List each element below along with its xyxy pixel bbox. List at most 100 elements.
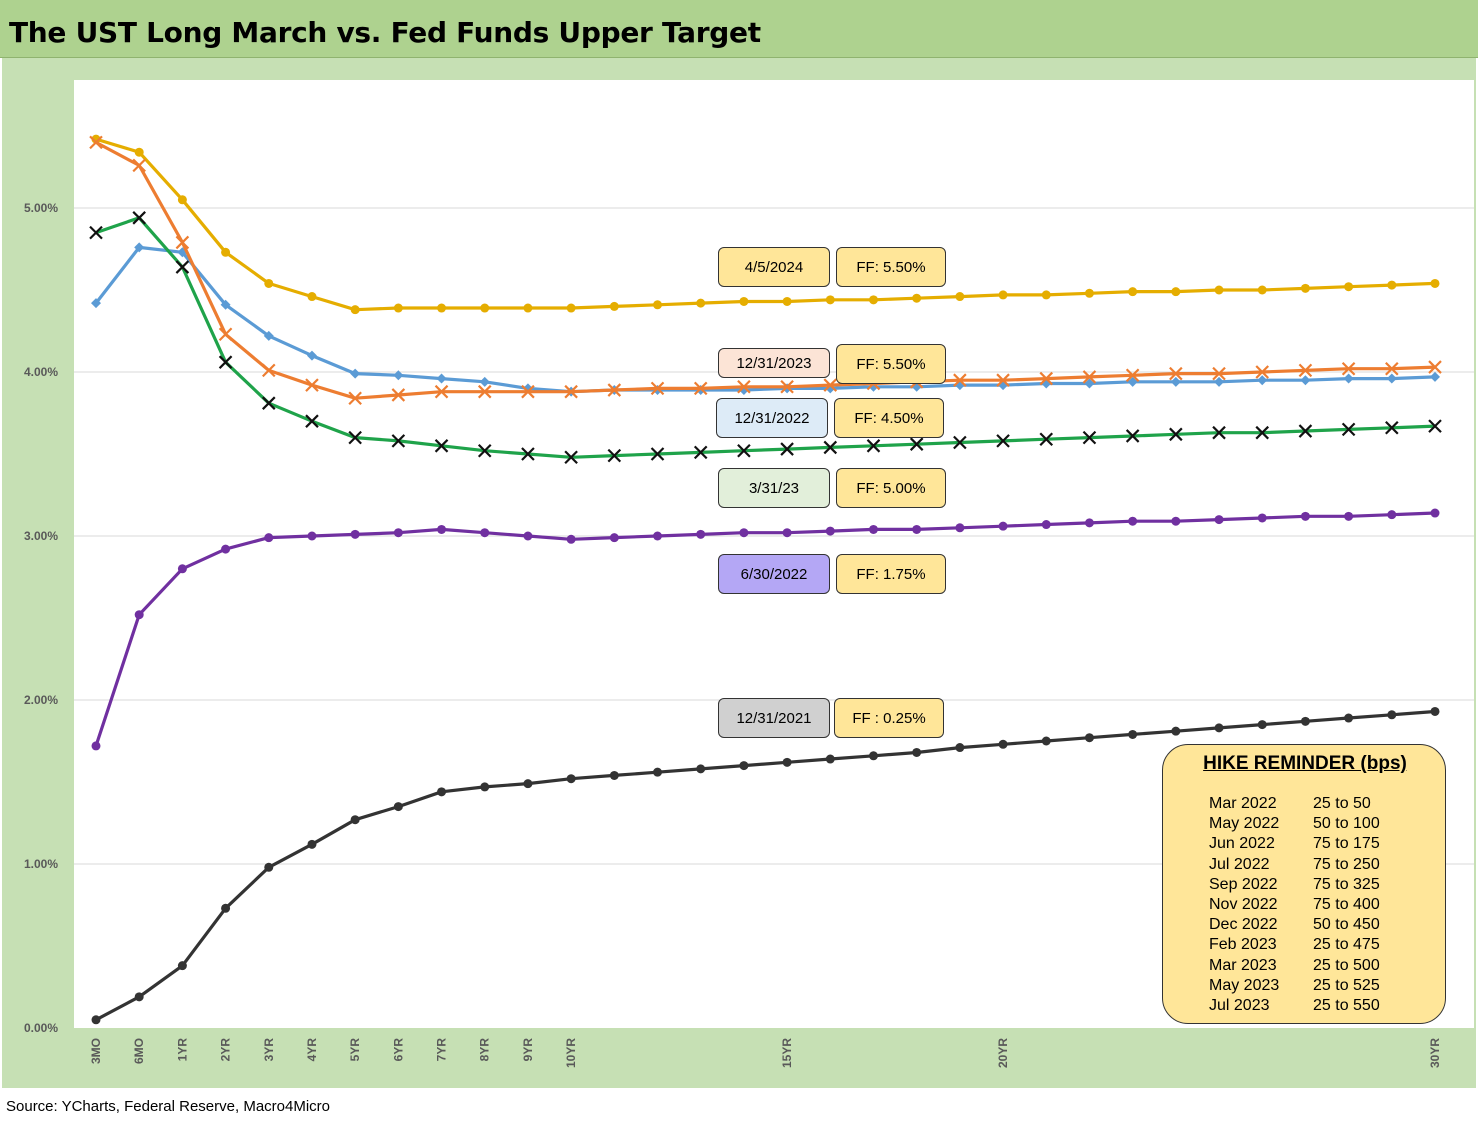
data-point xyxy=(1257,285,1267,295)
data-point xyxy=(434,384,449,399)
data-point xyxy=(391,388,406,402)
x-tick-label: 15YR xyxy=(780,1038,794,1068)
title-bar: The UST Long March vs. Fed Funds Upper T… xyxy=(0,0,1478,58)
data-point xyxy=(391,434,406,448)
data-point xyxy=(1084,288,1094,298)
data-point xyxy=(175,235,190,250)
data-point xyxy=(1428,360,1442,374)
x-tick-label: 6MO xyxy=(132,1038,146,1064)
data-point xyxy=(1341,361,1356,376)
hike-date: Mar 2022 xyxy=(1209,795,1277,812)
data-point xyxy=(609,301,619,311)
data-point xyxy=(1214,515,1224,525)
data-point xyxy=(1430,278,1440,288)
x-tick-label: 30YR xyxy=(1428,1038,1442,1068)
annotation-ff-2021: FF : 0.25% xyxy=(834,698,944,738)
data-point xyxy=(393,303,403,313)
data-point xyxy=(1041,520,1051,530)
data-point xyxy=(566,774,576,784)
data-point xyxy=(825,754,835,764)
series-line xyxy=(94,245,1436,394)
data-point xyxy=(1214,285,1224,295)
data-point xyxy=(737,379,751,394)
data-point xyxy=(780,379,794,394)
hike-date: Nov 2022 xyxy=(1209,896,1278,913)
hike-date: Mar 2023 xyxy=(1209,956,1277,974)
data-point xyxy=(1084,378,1095,389)
hike-reminder-box: HIKE REMINDER (bps) Mar 2022 25 to 50 May … xyxy=(1162,744,1446,1024)
data-point xyxy=(1082,370,1097,384)
data-point xyxy=(693,445,708,460)
data-point xyxy=(1169,366,1183,381)
data-point xyxy=(609,770,619,780)
x-tick-label: 6YR xyxy=(391,1038,405,1062)
data-point xyxy=(221,903,231,913)
data-point xyxy=(912,747,922,757)
data-point xyxy=(1298,424,1313,438)
data-point xyxy=(220,299,231,310)
data-point xyxy=(1430,371,1440,382)
hike-value: 25 to 475 xyxy=(1313,936,1380,954)
data-point xyxy=(1171,726,1181,736)
data-point xyxy=(134,147,144,157)
data-point xyxy=(739,761,749,771)
data-point xyxy=(305,378,319,392)
data-point xyxy=(1084,733,1094,743)
data-point xyxy=(953,435,967,450)
data-point xyxy=(696,764,706,774)
chart-title: The UST Long March vs. Fed Funds Upper T… xyxy=(9,16,761,49)
data-point xyxy=(91,1015,101,1025)
data-point xyxy=(866,439,881,453)
annotation-ff-2023-dec: FF: 5.50% xyxy=(836,344,946,384)
hike-row: Mar 2022 25 to 50 xyxy=(1163,795,1447,815)
data-point xyxy=(134,610,144,620)
data-point xyxy=(348,430,362,445)
data-point xyxy=(782,757,792,767)
data-point xyxy=(1169,427,1183,442)
data-point xyxy=(434,439,449,453)
data-point xyxy=(1430,508,1440,518)
data-point xyxy=(825,526,835,536)
x-tick-label: 3YR xyxy=(262,1038,276,1062)
x-tick-label: 5YR xyxy=(348,1038,362,1062)
data-point xyxy=(1298,363,1313,378)
data-point xyxy=(521,447,535,461)
y-tick-label: 4.00% xyxy=(24,365,58,379)
data-point xyxy=(1212,425,1226,440)
data-point xyxy=(998,521,1008,531)
data-point xyxy=(1170,376,1181,387)
data-point xyxy=(1300,511,1310,521)
data-point xyxy=(134,992,144,1002)
data-point xyxy=(221,544,231,554)
data-point xyxy=(780,442,794,456)
data-point xyxy=(221,247,231,257)
data-point xyxy=(307,839,317,849)
data-point xyxy=(479,376,490,387)
hike-row: Jul 2022 75 to 250 xyxy=(1163,856,1447,876)
data-point xyxy=(1128,729,1138,739)
data-point xyxy=(177,195,187,205)
data-point xyxy=(393,370,404,381)
data-point xyxy=(782,528,792,538)
data-point xyxy=(1387,710,1397,720)
data-point xyxy=(1125,368,1140,383)
hike-date: Jun 2022 xyxy=(1209,835,1275,853)
hike-row: Feb 2023 25 to 475 xyxy=(1163,936,1447,956)
hike-value: 75 to 400 xyxy=(1313,896,1380,913)
data-point xyxy=(1212,366,1226,381)
data-point xyxy=(1300,716,1310,726)
y-tick-label: 0.00% xyxy=(24,1021,58,1035)
annotation-date-2021: 12/31/2021 xyxy=(718,698,830,738)
data-point xyxy=(261,396,276,410)
data-point xyxy=(739,296,749,306)
annotation-date-2022-dec: 12/31/2022 xyxy=(716,398,828,438)
data-point xyxy=(1344,713,1354,723)
y-tick-label: 2.00% xyxy=(24,693,58,707)
hike-row: May 2022 50 to 100 xyxy=(1163,815,1447,835)
data-point xyxy=(477,443,492,458)
hike-value: 50 to 450 xyxy=(1313,916,1380,934)
data-point xyxy=(521,384,535,399)
data-point xyxy=(1128,287,1138,297)
x-tick-label: 3MO xyxy=(89,1038,103,1064)
data-point xyxy=(998,739,1008,749)
